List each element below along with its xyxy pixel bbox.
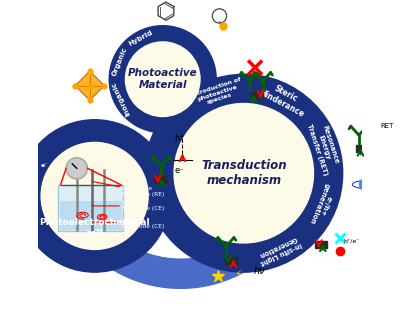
Circle shape [68,159,86,178]
FancyBboxPatch shape [58,185,123,231]
Text: Photoactive
Material: Photoactive Material [128,68,198,90]
Text: Resonance
Energy
Transfer (RET): Resonance Energy Transfer (RET) [306,118,342,176]
Bar [225,257,237,264]
FancyBboxPatch shape [60,201,122,230]
Text: hν: hν [254,266,265,276]
Circle shape [18,120,171,272]
Text: Steric
Hinderance: Steric Hinderance [257,78,310,119]
Text: e⁻: e⁻ [98,200,104,205]
Text: Counter
Electrode (CE): Counter Electrode (CE) [92,200,164,211]
Circle shape [145,74,343,272]
Polygon shape [54,112,312,288]
Circle shape [66,158,88,179]
Text: e-/h+
generation: e-/h+ generation [308,182,336,228]
Bar [356,145,368,152]
Circle shape [109,26,216,133]
Text: e⁻: e⁻ [174,166,184,175]
Text: h⁺: h⁺ [174,134,184,143]
Text: Reference
Electrode (RE): Reference Electrode (RE) [92,181,164,197]
Circle shape [360,179,371,190]
Text: Hybrid: Hybrid [128,29,154,47]
Text: RET: RET [380,123,393,129]
Circle shape [126,42,200,116]
Circle shape [364,197,374,208]
Text: Introduction of
photoactive
species: Introduction of photoactive species [190,77,245,109]
Text: Transduction
mechanism: Transduction mechanism [201,159,286,187]
Circle shape [41,143,148,250]
Text: e⁻: e⁻ [114,163,121,168]
Text: e⁻: e⁻ [41,163,48,168]
Text: In-situ Light
Generation: In-situ Light Generation [256,234,303,265]
Circle shape [174,104,314,243]
Bar [154,176,166,183]
Bar [250,92,263,99]
Text: Inorganic: Inorganic [110,81,131,117]
Bar [315,241,327,248]
Text: e⁻: e⁻ [82,203,88,208]
Text: ⚡: ⚡ [234,270,242,280]
Text: Working
Electrode (CE): Working Electrode (CE) [92,218,164,229]
Text: h⁺/e⁻: h⁺/e⁻ [344,239,360,244]
Text: Photoelectrochemical
cell: Photoelectrochemical cell [39,218,150,238]
Polygon shape [75,71,104,100]
Text: Organic: Organic [111,46,128,77]
